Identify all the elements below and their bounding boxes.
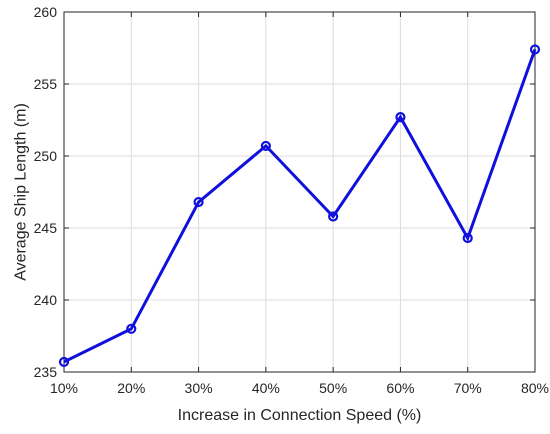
x-tick-label: 20% [117,380,145,396]
axis-ticks [63,11,536,373]
y-tick-labels: 235 240 245 250 255 260 [34,4,58,380]
axes-frame [63,11,536,373]
data-point [193,196,204,208]
y-tick-label: 260 [34,4,58,20]
y-tick-label: 235 [34,364,58,380]
y-tick-label: 255 [34,76,58,92]
x-tick-label: 70% [454,380,482,396]
x-tick-label: 60% [386,380,414,396]
series-line [63,48,537,364]
x-tick-labels: 10% 20% 30% 40% 50% 60% 70% 80% [50,380,549,396]
x-tick-label: 50% [319,380,347,396]
x-tick-label: 30% [185,380,213,396]
grid-lines [63,11,536,373]
data-point [529,44,541,55]
data-point [328,211,339,222]
series-group [58,44,541,368]
y-tick-label: 250 [34,148,58,164]
data-point [58,356,70,368]
y-axis-label: Average Ship Length (m) [13,103,30,281]
x-tick-label: 40% [252,380,280,396]
x-tick-label: 80% [521,380,549,396]
data-point [126,323,137,334]
data-point [395,112,406,123]
y-tick-label: 240 [34,292,58,308]
plot-area [64,12,535,372]
x-axis-label: Increase in Connection Speed (%) [178,407,422,424]
data-point [462,232,473,244]
y-tick-label: 245 [34,220,58,236]
x-tick-label: 10% [50,380,78,396]
data-point [260,140,271,152]
